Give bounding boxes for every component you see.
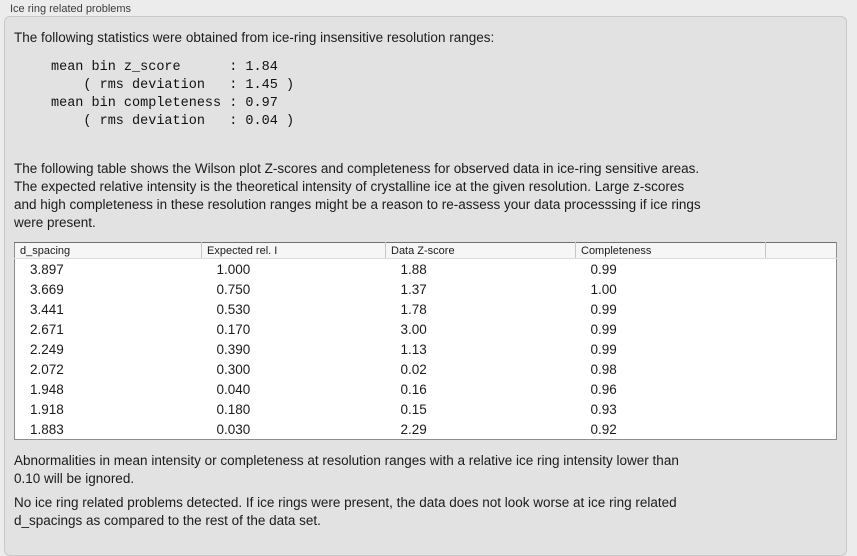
conclusion-text: No ice ring related problems detected. I…: [14, 495, 677, 528]
table-cell: [766, 339, 837, 359]
column-header-3: Data Z-score: [385, 242, 576, 259]
table-cell: [766, 259, 837, 280]
table-cell: [766, 279, 837, 299]
table-cell: [766, 399, 837, 419]
table-cell: 0.02: [400, 361, 427, 377]
table-row: 1.883 0.030 2.29 0.92: [15, 419, 837, 440]
table-cell: 0.96: [590, 381, 617, 397]
table-cell: 0.99: [590, 321, 617, 337]
stats-intro-text: The following statistics were obtained f…: [14, 30, 495, 45]
table-cell: 3.441: [30, 301, 64, 317]
table-cell: 0.390: [216, 341, 251, 357]
table-header-row: d_spacing Expected rel. I Data Z-score Comp…: [14, 242, 837, 259]
table-cell: 2.249: [30, 341, 64, 357]
table-cell: 3.897: [30, 261, 64, 277]
table-row: 1.918 0.180 0.15 0.93: [15, 399, 837, 419]
table-cell: 0.030: [216, 421, 251, 437]
ice-ring-group-box: The following statistics were obtained f…: [4, 16, 847, 556]
stats-values-block: mean bin z_score : 1.84 ( rms deviation …: [51, 60, 295, 129]
table-cell: [766, 419, 837, 440]
ice-ring-table: d_spacing Expected rel. I Data Z-score Comp…: [14, 242, 837, 440]
table-row: 2.249 0.390 1.13 0.99: [15, 339, 837, 359]
table-row: 3.441 0.530 1.78 0.99: [15, 299, 837, 319]
table-cell: [766, 359, 837, 379]
table-cell: 0.180: [216, 401, 251, 417]
table-cell: 1.918: [30, 401, 64, 417]
table-cell: 1.13: [400, 341, 427, 357]
ignore-threshold-note: Abnormalities in mean intensity or compl…: [14, 453, 679, 486]
table-row: 2.671 0.170 3.00 0.99: [15, 319, 837, 339]
table-body: 3.897 1.000 1.88 0.99 3.669 0.750 1.37 1.00 3.44…: [15, 259, 837, 440]
table-cell: 1.883: [30, 421, 64, 437]
table-row: 3.897 1.000 1.88 0.99: [15, 259, 837, 280]
table-cell: 0.99: [590, 301, 617, 317]
table-cell: 0.040: [216, 381, 251, 397]
column-header-1: d_spacing: [14, 242, 202, 259]
table-cell: 2.671: [30, 321, 64, 337]
table-cell: 3.00: [400, 321, 427, 337]
table-row: 3.669 0.750 1.37 1.00: [15, 279, 837, 299]
table-cell: 3.669: [30, 281, 64, 297]
table-cell: 1.88: [400, 261, 427, 277]
table-cell: [766, 319, 837, 339]
table-cell: 1.37: [400, 281, 427, 297]
table-cell: 2.072: [30, 361, 64, 377]
table-cell: 0.15: [400, 401, 427, 417]
table-cell: 0.93: [590, 401, 617, 417]
table-cell: 0.170: [216, 321, 251, 337]
column-header-2: Expected rel. I: [201, 242, 386, 259]
table-cell: 0.300: [216, 361, 251, 377]
table-cell: 0.750: [216, 281, 251, 297]
table-cell: 0.99: [590, 341, 617, 357]
column-header-5: [765, 242, 837, 259]
column-header-4: Completeness: [575, 242, 766, 259]
table-description-text: The following table shows the Wilson plo…: [14, 161, 701, 230]
wilson-zscore-table: d_spacing Expected rel. I Data Z-score Comp…: [14, 242, 837, 440]
table-cell: [766, 379, 837, 399]
table-cell: [766, 299, 837, 319]
table-cell: 0.98: [590, 361, 617, 377]
table-cell: 1.78: [400, 301, 427, 317]
table-cell: 0.92: [590, 421, 617, 437]
table-cell: 1.000: [216, 261, 251, 277]
table-cell: 0.530: [216, 301, 251, 317]
table-cell: 2.29: [400, 421, 427, 437]
table-cell: 1.948: [30, 381, 64, 397]
ice-ring-report-page: { "colors": { "page_bg": "#ececec", "pan…: [4, 3, 847, 556]
table-cell: 1.00: [590, 281, 617, 297]
table-row: 2.072 0.300 0.02 0.98: [15, 359, 837, 379]
table-row: 1.948 0.040 0.16 0.96: [15, 379, 837, 399]
table-cell: 0.99: [590, 261, 617, 277]
table-cell: 0.16: [400, 381, 427, 397]
group-box-title: Ice ring related problems: [10, 3, 132, 15]
